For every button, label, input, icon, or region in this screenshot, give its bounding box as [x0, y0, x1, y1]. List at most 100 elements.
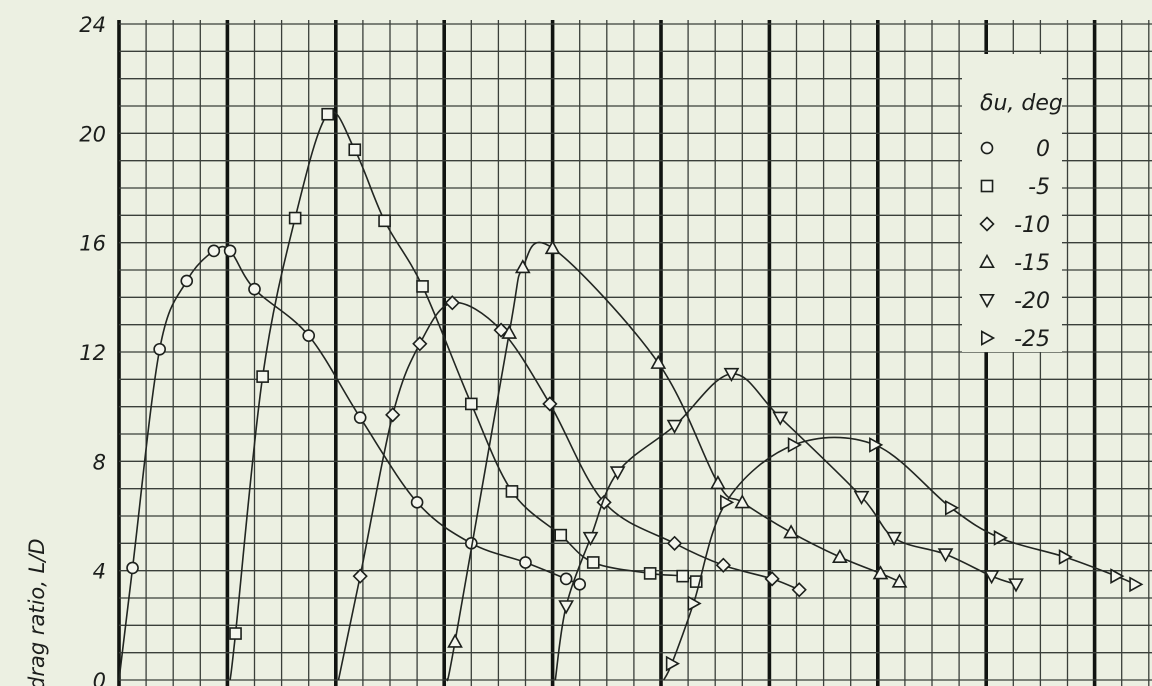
data-point-square	[464, 397, 478, 411]
y-axis: 0 4 8 12 16 20 24 drag ratio, L/D	[25, 13, 106, 686]
data-point-diamond	[791, 582, 807, 598]
data-point-diamond	[352, 568, 368, 584]
data-point-triangle-down	[937, 548, 954, 563]
data-point-triangle-up	[891, 573, 908, 588]
legend: δu, deg 0 -5 -10 -15 -20 -25	[962, 54, 1063, 352]
data-point-triangle-right	[1058, 549, 1073, 565]
data-point-triangle-right	[869, 437, 884, 453]
y-tick-label: 0	[93, 669, 106, 686]
data-point-diamond	[412, 336, 428, 352]
data-point-triangle-down	[886, 531, 902, 547]
legend-marker-triangle-up	[979, 253, 995, 268]
y-tick-label: 8	[93, 450, 106, 474]
series-diamond	[337, 295, 807, 681]
y-tick-label: 4	[93, 560, 106, 584]
series-line	[446, 241, 900, 682]
data-point-triangle-up	[544, 239, 561, 255]
legend-marker-triangle-right	[981, 330, 996, 346]
data-point-circle	[559, 572, 573, 586]
plot-series	[118, 107, 1144, 682]
data-point-circle	[153, 342, 166, 356]
data-point-square	[416, 280, 429, 293]
data-point-diamond	[385, 407, 401, 423]
data-point-circle	[573, 578, 587, 591]
y-tick-label: 20	[79, 122, 106, 146]
legend-background	[962, 54, 1062, 352]
data-point-circle	[180, 274, 194, 288]
data-point-triangle-up	[710, 475, 726, 490]
data-point-triangle-down	[582, 531, 599, 547]
data-point-circle	[353, 411, 367, 424]
series-triangle-right	[662, 436, 1144, 681]
data-point-triangle-up	[650, 354, 667, 369]
legend-entry: -25	[1014, 327, 1050, 352]
data-point-diamond	[764, 571, 780, 587]
y-tick-label: 24	[79, 13, 106, 37]
legend-title: δu, deg	[980, 91, 1063, 116]
data-point-triangle-down	[772, 411, 789, 426]
data-point-triangle-right	[1110, 568, 1125, 584]
data-point-square	[229, 627, 242, 640]
series-square	[229, 107, 703, 681]
y-tick-label: 12	[79, 341, 106, 365]
data-point-square	[288, 211, 302, 225]
data-point-circle	[519, 556, 532, 569]
data-point-square	[348, 143, 362, 157]
data-point-triangle-up	[514, 259, 531, 274]
data-point-circle	[302, 329, 316, 342]
data-point-triangle-right	[720, 494, 735, 511]
legend-entry: -15	[1014, 251, 1050, 276]
data-point-triangle-down	[853, 490, 870, 506]
data-point-triangle-down	[983, 570, 1000, 585]
data-point-diamond	[715, 557, 731, 573]
data-point-circle	[223, 244, 237, 258]
data-point-triangle-up	[872, 565, 889, 580]
data-point-triangle-up	[832, 548, 848, 563]
data-point-triangle-right	[1129, 576, 1144, 593]
data-point-triangle-right	[993, 530, 1008, 546]
data-point-diamond	[493, 322, 509, 338]
data-point-diamond	[542, 396, 558, 412]
data-point-circle	[207, 244, 221, 258]
data-point-triangle-right	[944, 499, 960, 516]
data-point-triangle-up	[783, 524, 799, 539]
legend-marker-circle	[980, 141, 994, 155]
data-point-square	[676, 569, 690, 583]
data-point-triangle-up	[501, 324, 518, 339]
data-point-triangle-down	[1008, 578, 1024, 593]
data-point-square	[321, 107, 334, 121]
data-point-triangle-right	[787, 437, 802, 453]
legend-marker-diamond	[979, 216, 995, 232]
data-point-triangle-right	[687, 595, 702, 612]
data-point-triangle-up	[734, 494, 751, 509]
data-point-triangle-down	[558, 600, 575, 615]
data-point-square	[256, 370, 269, 383]
data-point-circle	[248, 282, 261, 296]
series-triangle-down	[554, 367, 1024, 681]
series-circle	[118, 244, 587, 681]
data-point-triangle-right	[665, 655, 680, 672]
data-point-square	[586, 556, 600, 569]
data-point-circle	[126, 561, 139, 575]
legend-entry: 0	[1036, 137, 1050, 162]
legend-entry: -10	[1014, 213, 1050, 238]
data-point-triangle-down	[609, 466, 626, 481]
data-point-triangle-up	[447, 633, 463, 648]
data-point-triangle-down	[723, 367, 740, 383]
data-point-square	[378, 214, 391, 228]
data-point-square	[505, 485, 519, 498]
data-point-diamond	[444, 295, 460, 311]
y-axis-label: drag ratio, L/D	[25, 538, 49, 686]
legend-entry: -5	[1028, 175, 1050, 200]
data-point-square	[689, 575, 703, 588]
legend-entry: -20	[1014, 289, 1050, 314]
y-tick-label: 16	[79, 232, 106, 256]
series-triangle-up	[446, 239, 908, 682]
series-line	[118, 245, 580, 681]
data-point-diamond	[666, 535, 683, 551]
legend-marker-square	[980, 179, 994, 193]
data-point-square	[554, 528, 568, 542]
data-point-triangle-down	[666, 419, 683, 434]
